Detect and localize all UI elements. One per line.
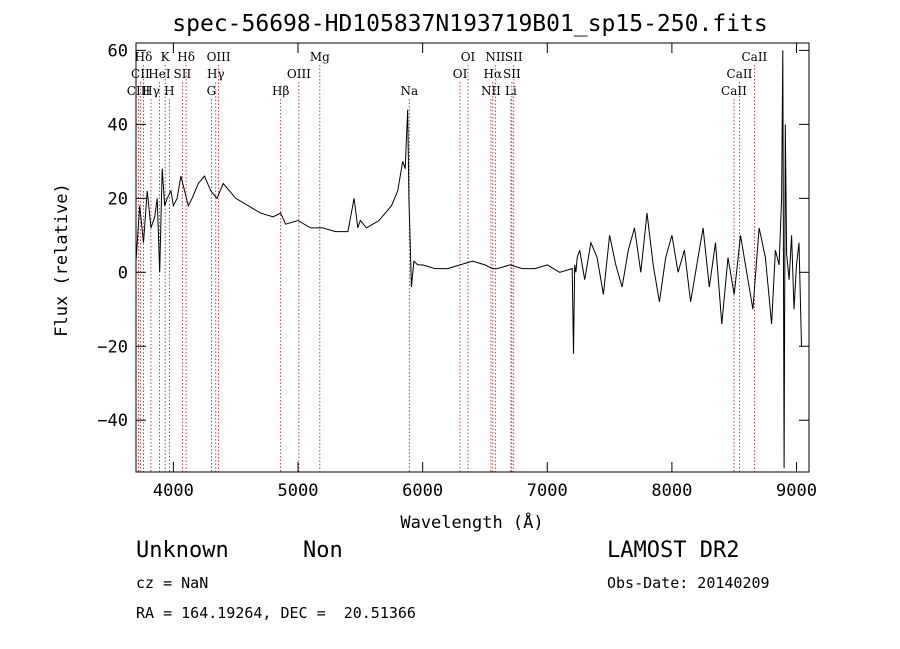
y-tick-label: 40 [108, 115, 128, 135]
x-tick-label: 8000 [651, 481, 692, 501]
x-tick-label: 9000 [776, 481, 817, 501]
emission-line-label: Hγ [207, 67, 225, 81]
x-axis-ticks: 4000 5000 6000 7000 8000 9000 [153, 43, 817, 501]
y-tick-label: 0 [118, 263, 128, 283]
y-tick-label: −40 [97, 411, 128, 431]
emission-line-label: OIII [287, 67, 311, 81]
emission-line-label: HeI [148, 67, 171, 81]
emission-line-label: Mg [310, 50, 330, 64]
plot-frame [135, 42, 810, 473]
emission-line-label: NII [481, 84, 501, 98]
emission-line-label: Hγ [142, 84, 160, 98]
x-tick-label: 7000 [527, 481, 568, 501]
y-tick-label: 60 [108, 41, 128, 61]
emission-line-label: Hα [484, 67, 503, 81]
emission-line-label: OI [461, 50, 476, 64]
emission-line-label: K [161, 50, 171, 64]
y-axis-label: Flux (relative) [52, 183, 72, 337]
emission-line-label: Li [505, 84, 517, 98]
object-class: Unknown [136, 538, 229, 563]
emission-line-label: Na [400, 84, 418, 98]
emission-line-label: Hδ [177, 50, 195, 64]
x-tick-label: 6000 [402, 481, 443, 501]
emission-line-label: H [164, 84, 174, 98]
emission-line-label: SII [174, 67, 192, 81]
redshift-cz: cz = NaN [136, 574, 209, 592]
coordinates: RA = 164.19264, DEC = 20.51366 [136, 604, 416, 622]
emission-line-label: Hδ [135, 50, 153, 64]
x-tick-label: 4000 [153, 481, 194, 501]
emission-line-label: OIII [207, 50, 231, 64]
emission-line-label: SII [503, 67, 521, 81]
emission-line-label: CaII [721, 84, 747, 98]
spectrum-line [135, 50, 802, 469]
x-axis-label: Wavelength (Å) [400, 511, 543, 533]
emission-line-label: CaII [741, 50, 767, 64]
y-axis-ticks: −40 −20 0 20 40 60 [97, 41, 809, 431]
emission-line-label: CIII [127, 84, 151, 98]
chart-title: spec-56698-HD105837N193719B01_sp15-250.f… [172, 11, 767, 37]
emission-line-label: SII [505, 50, 523, 64]
emission-line-markers [138, 65, 755, 472]
y-tick-label: −20 [97, 337, 128, 357]
x-tick-label: 5000 [278, 481, 319, 501]
emission-line-label: NII [485, 50, 505, 64]
emission-line-label: OI [453, 67, 468, 81]
emission-line-label: G [207, 84, 217, 98]
obs-date: Obs-Date: 20140209 [607, 574, 770, 592]
emission-line-label: CaII [727, 67, 753, 81]
emission-line-label: CII [131, 67, 150, 81]
emission-line-label: Hβ [272, 84, 289, 98]
survey-name: LAMOST DR2 [607, 538, 740, 563]
y-tick-label: 20 [108, 189, 128, 209]
object-subclass: Non [303, 538, 343, 563]
